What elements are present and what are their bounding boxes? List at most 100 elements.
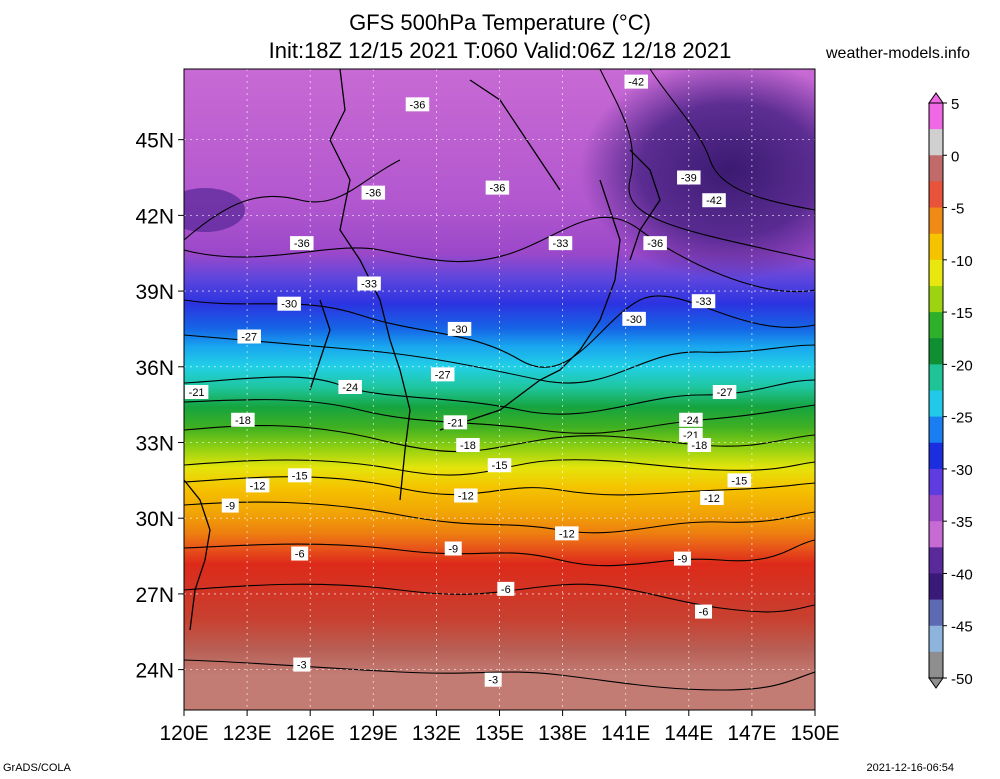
contour-label: -39 <box>677 170 701 185</box>
isotherm-lines <box>184 69 815 691</box>
contour-label-text: -33 <box>696 296 712 308</box>
contour-label-bg <box>643 236 667 251</box>
contour-label: -18 <box>231 412 255 427</box>
contour-label-bg <box>484 672 502 687</box>
colorbar-swatch <box>929 129 943 156</box>
contour-label: -15 <box>287 468 312 483</box>
contour-label-text: -9 <box>678 554 688 566</box>
colorbar-swatch <box>929 364 943 391</box>
latitude-axis: 24N 27N 30N 33N 36N 39N 42N 45N <box>135 130 184 683</box>
contour-label-bg <box>287 468 312 483</box>
contour-label-text: -42 <box>628 77 644 89</box>
contour-label-bg <box>454 488 478 503</box>
contour-label-bg <box>221 498 239 513</box>
contour-label-bg <box>691 294 716 309</box>
contour-label-bg <box>443 415 468 430</box>
contour-label: -18 <box>456 438 480 453</box>
contour-label-text: -9 <box>448 543 458 555</box>
lon-tick-label: 123E <box>223 722 272 745</box>
contour-label: -6 <box>497 581 515 596</box>
lon-tick-label: 150E <box>790 722 839 745</box>
contour-label-text: -36 <box>410 99 426 111</box>
contour-label: -12 <box>454 488 478 503</box>
map-area: -42 -36 -39 -36 -36 -42 -36 -33 -36 -33 -33 -30 -30 -… <box>184 69 815 710</box>
contour-label-text: -33 <box>361 279 377 291</box>
watermark: weather-models.info <box>826 45 971 62</box>
contour-label-bg <box>293 657 311 672</box>
contour-label-text: -15 <box>492 460 508 472</box>
graticule <box>184 69 815 710</box>
lat-tick-label: 30N <box>135 508 174 531</box>
lon-tick-label: 126E <box>286 722 335 745</box>
colorbar-swatch <box>929 442 943 470</box>
lat-tick-label: 45N <box>135 130 174 153</box>
lon-tick-label: 132E <box>412 722 461 745</box>
contour-label-bg <box>497 581 515 596</box>
contour-label: -3 <box>484 672 502 687</box>
colorbar-swatch <box>929 547 943 574</box>
contour-label: -30 <box>622 311 646 326</box>
colorbar-swatch <box>929 468 943 496</box>
colorbar-label: 5 <box>951 96 959 113</box>
contour-label: -36 <box>643 236 667 251</box>
lat-tick-label: 27N <box>135 584 174 607</box>
contour-label: -12 <box>555 526 579 541</box>
contour-label-text: -27 <box>717 387 733 399</box>
colorbar-swatch <box>929 338 943 365</box>
contour-label: -33 <box>357 276 381 291</box>
colorbar-label: -45 <box>951 619 973 636</box>
footer-left: GrADS/COLA <box>3 762 71 774</box>
chart-subtitle: Init:18Z 12/15 2021 T:060 Valid:06Z 12/1… <box>268 38 732 63</box>
contour-label-bg <box>700 491 724 506</box>
lon-tick-label: 120E <box>159 722 208 745</box>
contour-label: -9 <box>444 541 462 556</box>
contour-label-text: -12 <box>458 490 474 502</box>
colorbar-label: -25 <box>951 410 973 427</box>
contour-label-bg <box>245 478 270 493</box>
contour-label-bg <box>430 367 455 382</box>
contour-label: -21 <box>443 415 468 430</box>
contour-label-bg <box>555 526 579 541</box>
contour-label: -30 <box>447 321 472 336</box>
contour-label-bg <box>237 329 261 344</box>
contour-label-text: -27 <box>241 332 257 344</box>
contour-label: -27 <box>237 329 261 344</box>
contour-label-bg <box>548 236 573 251</box>
cold-core <box>580 69 815 280</box>
contour-label: -27 <box>430 367 455 382</box>
colorbar-frame <box>928 102 944 679</box>
colorbar-label: -20 <box>951 357 973 374</box>
colorbar: 5 0 -5 -10 -15 -20 -25 -30 -35 -40 -45 -50 <box>928 92 973 689</box>
colorbar-swatch <box>929 312 943 339</box>
contour-label: -15 <box>487 458 512 473</box>
contour-label-bg <box>447 321 472 336</box>
contour-label: -9 <box>673 551 691 566</box>
contour-label: -15 <box>727 473 752 488</box>
contour-label-text: -12 <box>704 493 720 505</box>
colorbar-swatch <box>929 495 943 522</box>
colorbar-label: -10 <box>951 253 973 270</box>
contour-label: -21 <box>184 385 209 400</box>
contour-label: -27 <box>712 385 737 400</box>
contour-label: -42 <box>702 193 726 208</box>
contour-label-text: -21 <box>447 417 463 429</box>
contour-label-text: -6 <box>295 549 305 561</box>
contour-label-bg <box>357 276 381 291</box>
contour-label: -42 <box>624 74 648 89</box>
contour-label-bg <box>695 604 713 619</box>
contour-label-text: -6 <box>501 584 511 596</box>
colorbar-label: -30 <box>951 462 973 479</box>
contour-label-text: -18 <box>235 415 251 427</box>
contour-label-bg <box>487 458 512 473</box>
colorbar-swatch <box>929 233 943 261</box>
chart-title: GFS 500hPa Temperature (°C) <box>349 10 651 35</box>
lon-tick-label: 129E <box>349 722 398 745</box>
lat-tick-label: 39N <box>135 281 174 304</box>
contour-label-text: -36 <box>489 183 505 195</box>
contour-label-text: -21 <box>189 387 205 399</box>
contour-label: -12 <box>245 478 270 493</box>
contour-label: -24 <box>338 379 362 394</box>
contour-label-bg <box>277 296 301 311</box>
colorbar-swatch <box>929 259 943 287</box>
contour-label: -36 <box>290 236 314 251</box>
